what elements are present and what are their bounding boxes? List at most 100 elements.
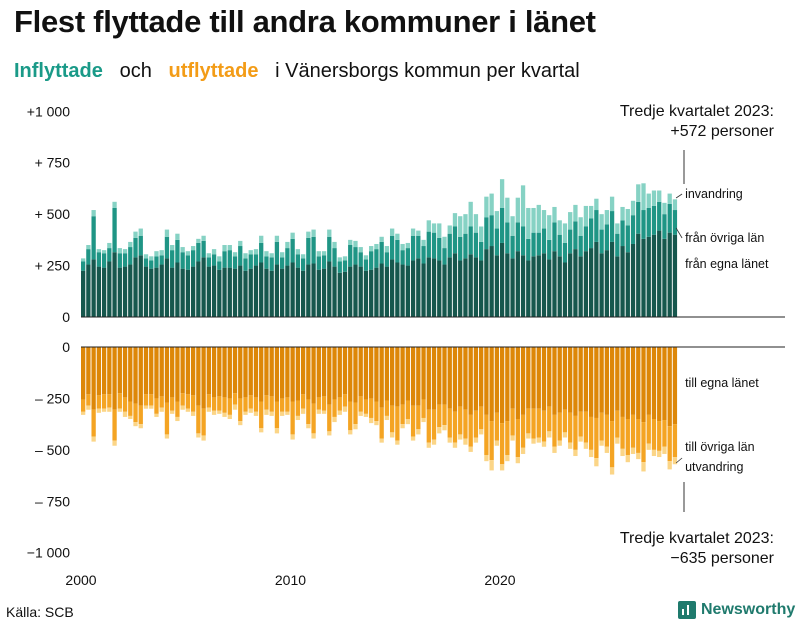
bar-in-1 xyxy=(541,228,547,254)
bar-in-0 xyxy=(400,264,405,317)
bar-out-1 xyxy=(101,394,107,409)
bar-in-0 xyxy=(264,268,269,317)
bar-out-0 xyxy=(321,347,327,397)
bar-out-0 xyxy=(557,347,562,413)
bar-out-2 xyxy=(468,446,473,452)
bar-out-0 xyxy=(264,347,269,396)
bar-in-2 xyxy=(489,193,494,216)
bar-in-2 xyxy=(578,217,583,236)
bar-in-2 xyxy=(557,220,562,235)
bar-in-1 xyxy=(384,252,390,267)
bar-in-0 xyxy=(316,269,321,317)
bar-in-2 xyxy=(452,213,458,227)
bar-out-2 xyxy=(552,446,557,453)
bar-in-1 xyxy=(143,258,149,267)
bar-out-2 xyxy=(227,414,232,419)
bar-out-2 xyxy=(175,416,180,422)
bar-out-0 xyxy=(437,347,442,405)
bar-in-2 xyxy=(180,247,185,253)
bar-in-2 xyxy=(625,209,630,226)
bar-in-1 xyxy=(484,217,489,250)
bar-out-2 xyxy=(248,408,253,413)
bar-out-1 xyxy=(143,394,149,406)
bar-out-2 xyxy=(562,432,568,438)
bar-out-1 xyxy=(389,405,395,433)
bar-out-0 xyxy=(547,347,552,407)
bar-in-0 xyxy=(285,265,290,317)
bar-out-2 xyxy=(662,446,667,454)
bar-in-1 xyxy=(149,260,154,269)
bar-in-2 xyxy=(128,241,133,248)
bar-in-2 xyxy=(526,207,531,239)
bar-in-1 xyxy=(180,252,185,269)
bar-out-2 xyxy=(117,408,122,412)
bar-out-0 xyxy=(107,347,112,395)
bar-out-0 xyxy=(159,347,164,397)
bar-out-0 xyxy=(452,347,458,412)
bar-in-2 xyxy=(211,249,217,255)
bar-out-1 xyxy=(337,397,342,411)
bar-in-1 xyxy=(227,250,232,268)
bar-out-0 xyxy=(222,347,227,398)
bar-out-1 xyxy=(327,404,332,432)
bar-out-1 xyxy=(657,421,662,451)
bar-out-0 xyxy=(201,347,206,409)
bar-in-2 xyxy=(306,231,311,238)
bar-in-0 xyxy=(159,264,164,317)
bar-in-0 xyxy=(657,230,662,317)
bar-out-1 xyxy=(133,403,138,423)
bar-out-0 xyxy=(316,347,321,398)
bar-out-0 xyxy=(112,347,117,410)
newsworthy-icon xyxy=(678,601,696,619)
subtitle-rest: i Vänersborgs kommun per kvartal xyxy=(275,60,580,82)
bar-out-2 xyxy=(190,411,196,416)
y-tick-bottom: – 500 xyxy=(35,442,70,458)
y-tick-bottom: – 250 xyxy=(35,390,70,406)
bar-out-2 xyxy=(499,464,505,471)
bar-in-1 xyxy=(499,207,505,243)
bar-in-2 xyxy=(573,204,578,222)
bar-in-1 xyxy=(389,235,395,260)
bar-out-0 xyxy=(232,347,238,394)
bar-in-0 xyxy=(646,236,651,317)
bar-in-1 xyxy=(290,238,295,263)
bar-out-1 xyxy=(568,412,573,443)
bar-out-1 xyxy=(578,411,583,437)
bar-in-0 xyxy=(107,261,112,317)
bar-in-0 xyxy=(358,266,363,317)
bar-in-1 xyxy=(295,254,301,268)
bar-in-2 xyxy=(327,229,332,237)
bar-in-1 xyxy=(374,249,379,268)
bar-out-0 xyxy=(170,347,175,398)
bar-out-1 xyxy=(520,414,526,448)
bar-in-0 xyxy=(636,233,641,317)
brand-name: Newsworthy xyxy=(701,601,796,618)
bar-in-2 xyxy=(416,230,421,236)
bar-out-2 xyxy=(594,458,599,467)
bar-out-0 xyxy=(667,347,672,427)
bar-in-1 xyxy=(410,235,416,261)
bar-out-2 xyxy=(363,413,369,417)
bar-in-2 xyxy=(510,216,515,236)
bar-out-1 xyxy=(238,398,243,422)
bar-out-1 xyxy=(149,394,154,406)
bar-in-1 xyxy=(636,201,641,234)
bar-out-0 xyxy=(494,347,500,413)
bar-out-1 xyxy=(248,395,253,409)
bar-in-1 xyxy=(599,229,604,254)
bar-out-1 xyxy=(180,393,185,406)
bar-in-0 xyxy=(547,259,552,317)
bar-in-2 xyxy=(170,245,175,251)
bar-in-0 xyxy=(395,262,400,317)
bar-in-1 xyxy=(337,261,342,273)
bar-out-0 xyxy=(143,347,149,395)
bar-in-2 xyxy=(363,255,369,260)
bar-out-2 xyxy=(442,425,447,431)
bar-in-2 xyxy=(646,193,651,208)
bar-out-0 xyxy=(353,347,358,403)
bar-in-2 xyxy=(672,199,678,211)
bar-out-2 xyxy=(306,424,311,429)
bar-in-2 xyxy=(447,225,452,234)
bar-out-2 xyxy=(353,424,358,430)
bar-in-2 xyxy=(479,226,484,242)
